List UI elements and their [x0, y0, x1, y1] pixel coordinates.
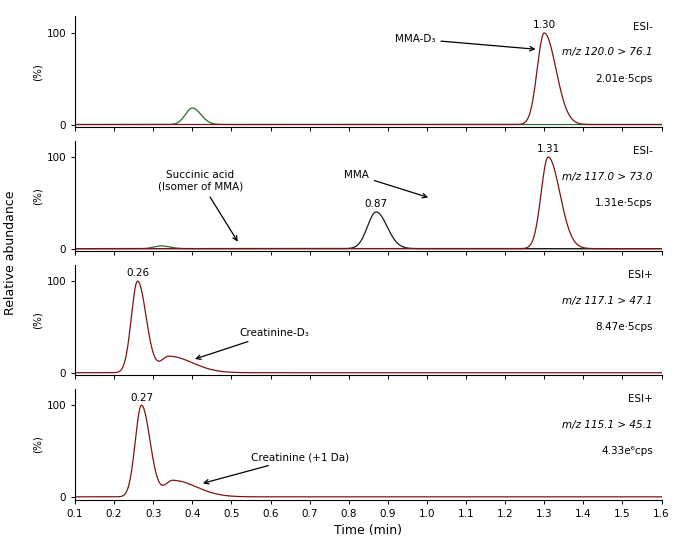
Text: 2.01e·5cps: 2.01e·5cps [595, 74, 653, 84]
Text: (%): (%) [33, 63, 43, 81]
Text: Creatinine (+1 Da): Creatinine (+1 Da) [204, 452, 349, 484]
Text: 1.30: 1.30 [533, 20, 556, 30]
Text: Creatinine-D₃: Creatinine-D₃ [196, 328, 309, 360]
Text: MMA-D₃: MMA-D₃ [395, 34, 534, 51]
Text: 1.31e·5cps: 1.31e·5cps [595, 198, 653, 208]
Text: 8.47e·5cps: 8.47e·5cps [595, 322, 653, 332]
Text: 0.87: 0.87 [365, 199, 387, 209]
Text: m/z 115.1 > 45.1: m/z 115.1 > 45.1 [562, 420, 653, 430]
Text: m/z 117.1 > 47.1: m/z 117.1 > 47.1 [562, 296, 653, 306]
Text: MMA: MMA [344, 170, 427, 198]
Text: ESI-: ESI- [633, 146, 653, 156]
Text: 0.27: 0.27 [130, 393, 153, 402]
Text: 4.33e⁶cps: 4.33e⁶cps [601, 446, 653, 456]
X-axis label: Time (min): Time (min) [334, 524, 402, 537]
Text: 0.26: 0.26 [126, 268, 149, 278]
Text: ESI-: ESI- [633, 22, 653, 32]
Text: Relative abundance: Relative abundance [3, 191, 17, 315]
Text: ESI+: ESI+ [628, 394, 653, 404]
Text: m/z 120.0 > 76.1: m/z 120.0 > 76.1 [562, 48, 653, 58]
Text: ESI+: ESI+ [628, 270, 653, 280]
Text: (%): (%) [33, 435, 43, 453]
Text: 1.31: 1.31 [537, 144, 560, 154]
Text: (%): (%) [33, 187, 43, 205]
Text: (%): (%) [33, 311, 43, 329]
Text: m/z 117.0 > 73.0: m/z 117.0 > 73.0 [562, 172, 653, 182]
Text: Succinic acid
(Isomer of MMA): Succinic acid (Isomer of MMA) [158, 170, 243, 240]
